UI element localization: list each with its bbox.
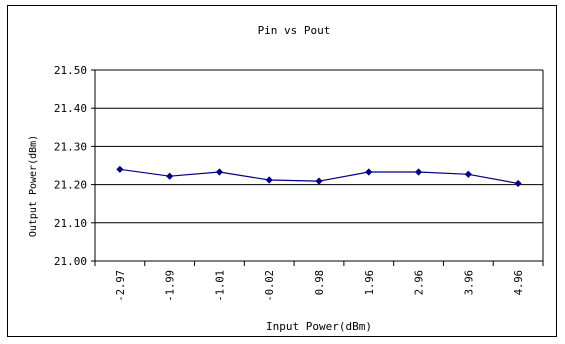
x-tick-label: 2.96 bbox=[414, 270, 426, 295]
x-tick-label: -1.01 bbox=[214, 270, 226, 302]
data-point bbox=[414, 168, 423, 176]
x-tick-label: 3.96 bbox=[463, 270, 475, 295]
data-point bbox=[166, 172, 174, 180]
y-tick-label: 21.20 bbox=[54, 179, 87, 192]
x-tick-label: -0.02 bbox=[264, 270, 276, 302]
x-tick-label: -2.97 bbox=[115, 270, 127, 302]
data-point bbox=[116, 165, 124, 173]
x-tick-label: -1.99 bbox=[165, 270, 177, 302]
data-point bbox=[315, 177, 323, 185]
x-tick-label: 1.96 bbox=[364, 270, 376, 295]
y-tick-label: 21.50 bbox=[54, 64, 87, 77]
x-axis-label: Input Power(dBm) bbox=[266, 320, 372, 333]
y-axis-label: Output Power(dBm) bbox=[28, 135, 39, 237]
data-point bbox=[365, 168, 373, 176]
y-tick-label: 21.00 bbox=[54, 255, 87, 268]
y-tick-label: 21.30 bbox=[54, 140, 87, 153]
data-point bbox=[265, 176, 273, 184]
y-tick-label: 21.10 bbox=[54, 217, 87, 230]
chart-title: Pin vs Pout bbox=[258, 24, 331, 37]
data-point bbox=[514, 179, 522, 188]
chart-frame bbox=[7, 5, 557, 337]
plot-area: 21.00 21.10 21.20 21.30 21.40 21.50 -2.97 -1.99… bbox=[54, 64, 544, 302]
x-tick-label: 4.96 bbox=[513, 270, 525, 295]
y-tick-label: 21.40 bbox=[54, 102, 87, 115]
x-tick-label: 0.98 bbox=[314, 270, 326, 295]
data-point bbox=[215, 168, 224, 176]
data-point bbox=[464, 170, 472, 178]
